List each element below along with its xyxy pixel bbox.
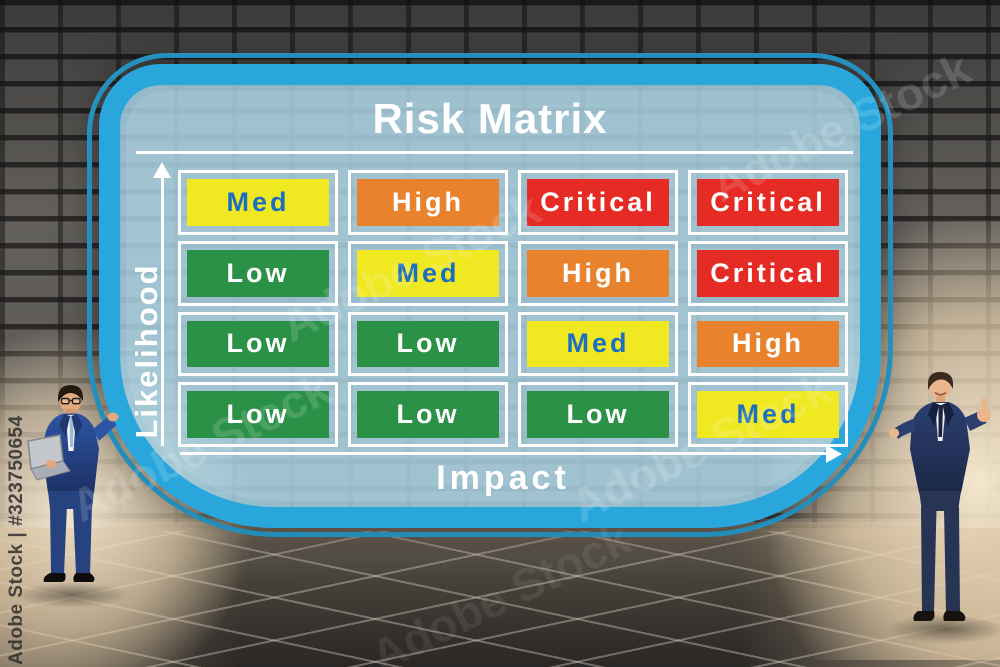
- shoes: [43, 573, 95, 582]
- x-axis-label: Impact: [436, 459, 570, 497]
- matrix-cell: Low: [518, 382, 678, 447]
- head: [58, 385, 83, 416]
- shoes: [913, 611, 966, 621]
- suit: [888, 398, 991, 493]
- board-title: Risk Matrix: [372, 95, 608, 142]
- matrix-cell: Critical: [518, 170, 678, 235]
- matrix-cell: Med: [518, 311, 678, 377]
- matrix-cell: Low: [348, 382, 508, 447]
- man-shadow: [14, 582, 130, 608]
- businessman-right: [888, 372, 991, 621]
- matrix-cell: Critical: [688, 170, 848, 235]
- matrix-cell: Low: [178, 382, 338, 447]
- matrix-cell: High: [688, 311, 848, 377]
- trousers: [48, 491, 94, 574]
- hand-on-screen: [888, 428, 900, 438]
- thumbs-up-icon: [977, 398, 991, 422]
- tiled-floor: [0, 528, 1000, 667]
- up-arrow-icon: [153, 162, 171, 178]
- laptop-hand: [46, 460, 56, 468]
- laptop: [27, 434, 71, 481]
- matrix-grid: Med High Critical Critical Low Med High …: [178, 170, 848, 447]
- raised-hand: [107, 412, 119, 422]
- matrix-cell: High: [348, 170, 508, 235]
- trousers: [919, 491, 961, 612]
- matrix-cell: Med: [348, 240, 508, 306]
- matrix-cell: Med: [688, 382, 848, 447]
- smile: [934, 391, 947, 396]
- screen-outer-outline: [87, 53, 893, 537]
- y-axis-label: Likelihood: [129, 263, 164, 439]
- glasses-icon: [60, 397, 81, 405]
- watermark-id: Adobe Stock | #323750654: [6, 415, 27, 665]
- matrix-cell: High: [518, 240, 678, 306]
- title-divider: [136, 151, 853, 154]
- right-arrow-icon: [826, 445, 842, 463]
- businessman-left: [27, 385, 119, 582]
- man-shadow: [884, 614, 1000, 644]
- head: [927, 372, 953, 404]
- impact-axis-line: [180, 452, 828, 455]
- matrix-cell: Low: [178, 240, 338, 306]
- matrix-cell: Med: [178, 170, 338, 235]
- likelihood-axis-line: [161, 177, 164, 446]
- matrix-cell: Low: [348, 311, 508, 377]
- matrix-cell: Low: [178, 311, 338, 377]
- matrix-cell: Critical: [688, 240, 848, 306]
